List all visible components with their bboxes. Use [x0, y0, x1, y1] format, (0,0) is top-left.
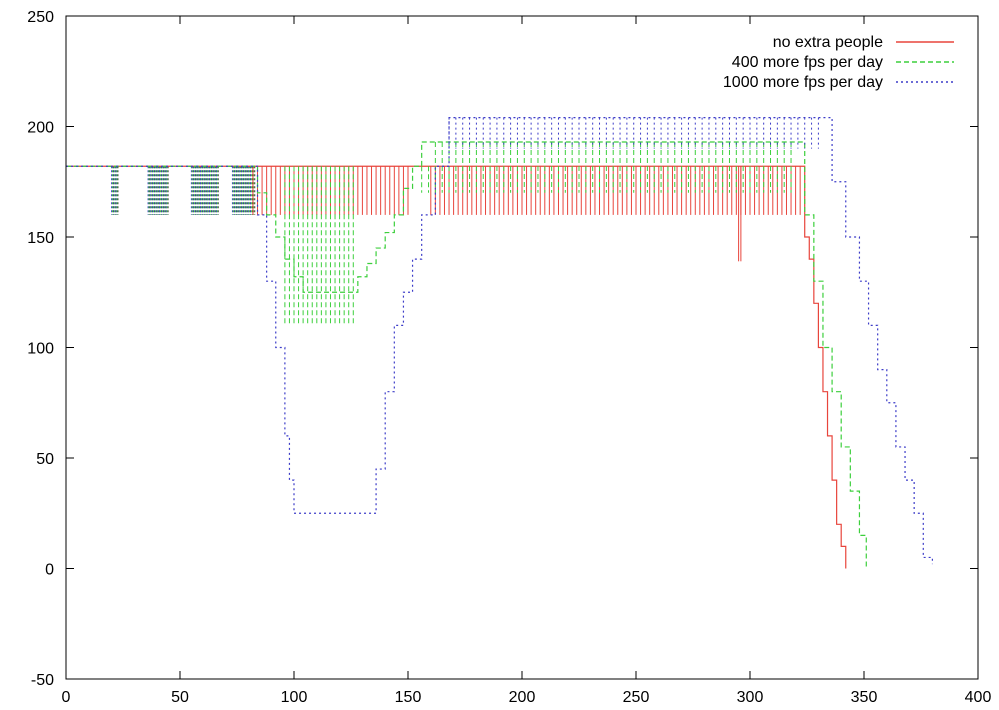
early-spike-cluster-0 [111, 166, 119, 215]
early-spike-cluster-3 [231, 166, 256, 215]
y-axis: -50 0 50 100 150 200 250 [27, 9, 978, 689]
y-tick-label-0: -50 [31, 672, 54, 689]
series-1-line [66, 141, 867, 569]
y-tick-label-1: 0 [45, 562, 54, 579]
x-tick-label-0: 0 [62, 689, 71, 706]
x-tick-label-2: 100 [281, 689, 308, 706]
series-1 [65, 141, 867, 569]
plot-series [65, 117, 933, 569]
early-spike-cluster-1 [147, 166, 169, 215]
series-1-dips-1 [421, 141, 792, 193]
early-spikes [111, 166, 256, 215]
series-1-dips-0 [284, 166, 354, 324]
x-tick-label-1: 50 [171, 689, 189, 706]
legend-label-2: 1000 more fps per day [723, 74, 883, 91]
plot-frame [65, 15, 979, 680]
y-tick-label-6: 250 [27, 9, 54, 26]
y-tick-label-5: 200 [27, 120, 54, 137]
y-tick-label-2: 50 [36, 451, 54, 468]
legend: no extra people 400 more fps per day 1000 … [723, 34, 954, 91]
x-tick-label-3: 150 [395, 689, 422, 706]
x-tick-label-6: 300 [737, 689, 764, 706]
series-0-line [66, 165, 847, 569]
y-tick-label-4: 150 [27, 230, 54, 247]
x-tick-label-5: 250 [623, 689, 650, 706]
legend-label-0: no extra people [773, 34, 883, 51]
series-0-dips-1 [430, 166, 801, 215]
y-tick-label-3: 100 [27, 341, 54, 358]
x-tick-label-8: 400 [965, 689, 992, 706]
series-0-dips-2 [738, 166, 742, 262]
legend-label-1: 400 more fps per day [732, 54, 883, 71]
x-tick-label-7: 350 [851, 689, 878, 706]
early-spike-cluster-2 [190, 166, 219, 215]
series-0 [65, 165, 847, 569]
x-tick-label-4: 200 [509, 689, 536, 706]
x-axis: 0 50 100 150 200 250 300 350 400 [62, 16, 992, 706]
series-2-line [66, 117, 933, 565]
series-2-dips-0 [448, 117, 819, 149]
